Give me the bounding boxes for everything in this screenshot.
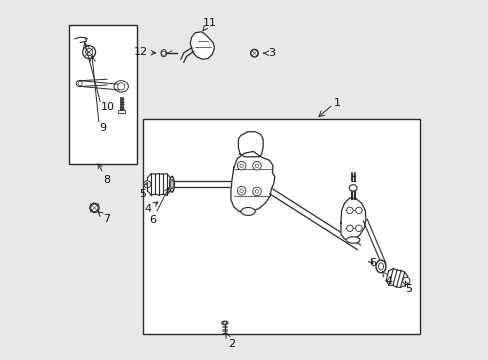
Bar bbox=[69, 24, 137, 164]
Ellipse shape bbox=[76, 80, 84, 87]
Circle shape bbox=[355, 207, 361, 213]
Text: 8: 8 bbox=[98, 164, 110, 185]
Bar bbox=[142, 119, 419, 334]
Ellipse shape bbox=[221, 321, 227, 325]
Ellipse shape bbox=[250, 49, 258, 57]
Circle shape bbox=[402, 277, 409, 284]
Circle shape bbox=[252, 187, 261, 196]
Circle shape bbox=[355, 225, 361, 231]
Text: 11: 11 bbox=[202, 18, 216, 31]
Polygon shape bbox=[340, 198, 365, 241]
Ellipse shape bbox=[223, 322, 226, 324]
Text: 5: 5 bbox=[405, 281, 411, 294]
Ellipse shape bbox=[114, 81, 128, 92]
Circle shape bbox=[78, 81, 82, 86]
Text: 10: 10 bbox=[101, 102, 115, 112]
Text: 4: 4 bbox=[144, 202, 158, 214]
Text: 7: 7 bbox=[98, 212, 110, 224]
Text: 5: 5 bbox=[139, 183, 147, 199]
Circle shape bbox=[255, 190, 258, 193]
Circle shape bbox=[251, 50, 257, 57]
Ellipse shape bbox=[241, 207, 255, 215]
Circle shape bbox=[252, 161, 261, 170]
Ellipse shape bbox=[378, 263, 383, 270]
Text: 2: 2 bbox=[225, 333, 234, 348]
Text: 1: 1 bbox=[333, 98, 340, 108]
Circle shape bbox=[91, 204, 98, 211]
Ellipse shape bbox=[348, 185, 356, 191]
Polygon shape bbox=[230, 152, 274, 213]
Ellipse shape bbox=[90, 203, 99, 212]
Circle shape bbox=[346, 225, 352, 231]
Circle shape bbox=[162, 51, 165, 55]
Polygon shape bbox=[238, 132, 263, 157]
Text: 9: 9 bbox=[99, 123, 106, 133]
Circle shape bbox=[85, 49, 93, 56]
Circle shape bbox=[346, 207, 352, 213]
Text: 3: 3 bbox=[263, 48, 274, 58]
Text: 6: 6 bbox=[367, 258, 375, 268]
Text: 4: 4 bbox=[382, 272, 392, 286]
Circle shape bbox=[255, 164, 258, 167]
Circle shape bbox=[143, 181, 151, 188]
Polygon shape bbox=[269, 189, 360, 249]
Circle shape bbox=[240, 164, 243, 167]
Ellipse shape bbox=[346, 237, 359, 243]
Text: 6: 6 bbox=[149, 188, 168, 225]
Circle shape bbox=[237, 186, 245, 195]
Ellipse shape bbox=[169, 176, 174, 192]
Ellipse shape bbox=[170, 180, 173, 189]
Polygon shape bbox=[190, 32, 214, 59]
Circle shape bbox=[240, 189, 243, 193]
Text: 12: 12 bbox=[134, 47, 155, 57]
Ellipse shape bbox=[161, 50, 166, 57]
Circle shape bbox=[118, 83, 124, 90]
Ellipse shape bbox=[375, 260, 385, 273]
Circle shape bbox=[237, 161, 245, 170]
Circle shape bbox=[82, 46, 95, 59]
Bar bbox=[118, 110, 124, 113]
